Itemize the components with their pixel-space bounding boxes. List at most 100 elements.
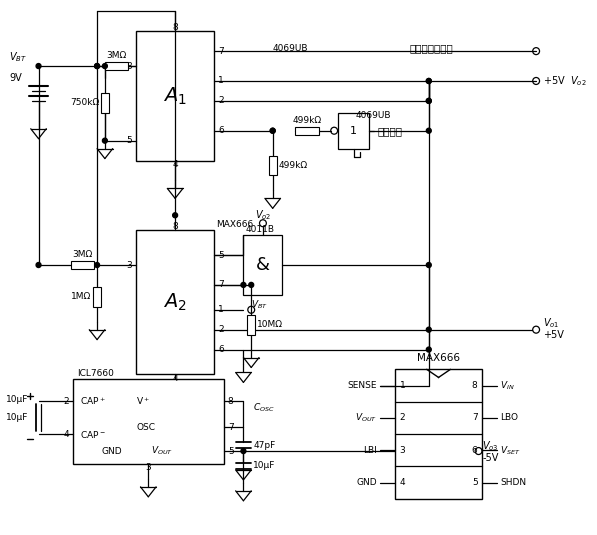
Text: 5: 5 xyxy=(218,250,224,259)
Text: 750kΩ: 750kΩ xyxy=(70,98,99,108)
Text: 8: 8 xyxy=(472,381,478,390)
Circle shape xyxy=(270,128,275,133)
Text: SHDN: SHDN xyxy=(500,478,526,487)
Text: 7: 7 xyxy=(472,414,478,423)
Text: GND: GND xyxy=(102,447,122,455)
Text: V$^+$: V$^+$ xyxy=(136,395,150,407)
Circle shape xyxy=(426,79,431,83)
Circle shape xyxy=(95,263,100,268)
Text: 3: 3 xyxy=(146,463,151,472)
Text: GND: GND xyxy=(356,478,377,487)
Circle shape xyxy=(36,263,41,268)
Text: 2: 2 xyxy=(218,96,224,105)
Circle shape xyxy=(103,138,107,143)
Circle shape xyxy=(426,128,431,133)
Text: $V_{BT}$: $V_{BT}$ xyxy=(10,50,27,64)
Text: 4069UB: 4069UB xyxy=(273,44,308,52)
Circle shape xyxy=(426,347,431,352)
Text: 5: 5 xyxy=(127,136,132,145)
Text: 499kΩ: 499kΩ xyxy=(293,116,321,125)
Text: OSC: OSC xyxy=(136,423,155,432)
Text: 6: 6 xyxy=(472,446,478,455)
Circle shape xyxy=(241,282,246,287)
Text: $A_1$: $A_1$ xyxy=(163,85,187,106)
Bar xyxy=(105,62,128,70)
Bar xyxy=(244,235,282,295)
Text: +5V: +5V xyxy=(543,330,564,340)
Text: 1: 1 xyxy=(218,305,224,314)
Text: 5: 5 xyxy=(472,478,478,487)
Text: MAX666: MAX666 xyxy=(216,220,253,229)
Bar xyxy=(295,127,319,135)
Circle shape xyxy=(36,64,41,68)
Text: 1: 1 xyxy=(399,381,405,390)
Text: 1: 1 xyxy=(218,77,224,86)
Text: $A_2$: $A_2$ xyxy=(164,292,187,313)
Text: 47pF: 47pF xyxy=(253,441,275,449)
Bar xyxy=(136,230,214,374)
Text: $C_{OSC}$: $C_{OSC}$ xyxy=(253,401,275,414)
Text: CAP$^-$: CAP$^-$ xyxy=(81,429,106,440)
Circle shape xyxy=(249,282,254,287)
Text: 4: 4 xyxy=(63,430,69,439)
Text: 8: 8 xyxy=(173,221,178,231)
Circle shape xyxy=(241,448,246,454)
Text: 5: 5 xyxy=(228,447,233,455)
Text: LBI: LBI xyxy=(364,446,377,455)
Text: 4069UB: 4069UB xyxy=(356,111,391,120)
Text: 7: 7 xyxy=(218,47,224,56)
Text: $V_{o1}$: $V_{o1}$ xyxy=(543,316,559,330)
Bar xyxy=(73,379,224,464)
Circle shape xyxy=(270,128,275,133)
Text: CAP$^+$: CAP$^+$ xyxy=(81,395,106,407)
Bar xyxy=(93,287,101,307)
Text: 3: 3 xyxy=(127,62,132,71)
Text: 2: 2 xyxy=(399,414,405,423)
Text: 10μF: 10μF xyxy=(7,412,29,422)
Circle shape xyxy=(173,213,177,218)
Text: 7: 7 xyxy=(218,280,224,289)
Text: 10μF: 10μF xyxy=(253,462,276,470)
Text: 1MΩ: 1MΩ xyxy=(71,292,91,301)
Text: 低电压检测输出: 低电压检测输出 xyxy=(410,43,453,53)
Text: $V_{o3}$: $V_{o3}$ xyxy=(482,439,499,453)
Text: MAX666: MAX666 xyxy=(417,353,460,363)
Text: $V_{SET}$: $V_{SET}$ xyxy=(500,444,521,456)
Text: 7: 7 xyxy=(228,423,233,432)
Bar xyxy=(269,156,276,175)
Text: LBO: LBO xyxy=(500,414,518,423)
Text: ICL7660: ICL7660 xyxy=(78,369,115,378)
Bar xyxy=(247,315,255,335)
Text: $V_{o2}$: $V_{o2}$ xyxy=(255,208,271,222)
Text: -5V: -5V xyxy=(482,453,499,463)
Text: 10MΩ: 10MΩ xyxy=(257,320,283,329)
Circle shape xyxy=(95,64,100,68)
Circle shape xyxy=(103,64,107,68)
Text: 1: 1 xyxy=(350,126,357,136)
Text: 9V: 9V xyxy=(10,73,22,83)
Text: 499kΩ: 499kΩ xyxy=(279,161,307,170)
Text: 10μF: 10μF xyxy=(7,395,29,404)
Circle shape xyxy=(426,79,431,83)
Circle shape xyxy=(426,98,431,103)
Text: 4: 4 xyxy=(399,478,405,487)
Text: $V_{OUT}$: $V_{OUT}$ xyxy=(355,412,377,424)
Text: +5V  $V_{o2}$: +5V $V_{o2}$ xyxy=(543,74,587,88)
Text: 功能停止: 功能停止 xyxy=(377,126,402,136)
Bar xyxy=(338,113,370,149)
Text: $V_{BT}$: $V_{BT}$ xyxy=(251,299,268,311)
Text: 8: 8 xyxy=(228,397,233,406)
Text: 3MΩ: 3MΩ xyxy=(106,51,127,60)
Text: 6: 6 xyxy=(218,345,224,354)
Text: 8: 8 xyxy=(173,23,178,32)
Circle shape xyxy=(95,64,100,68)
Text: $V_{IN}$: $V_{IN}$ xyxy=(500,379,515,392)
Text: &: & xyxy=(256,256,270,274)
Text: 2: 2 xyxy=(218,325,224,334)
Text: 4: 4 xyxy=(173,160,178,169)
Circle shape xyxy=(426,327,431,332)
Bar xyxy=(395,370,482,499)
Bar xyxy=(136,31,214,160)
Text: 4011B: 4011B xyxy=(245,225,275,234)
Text: 3: 3 xyxy=(399,446,405,455)
